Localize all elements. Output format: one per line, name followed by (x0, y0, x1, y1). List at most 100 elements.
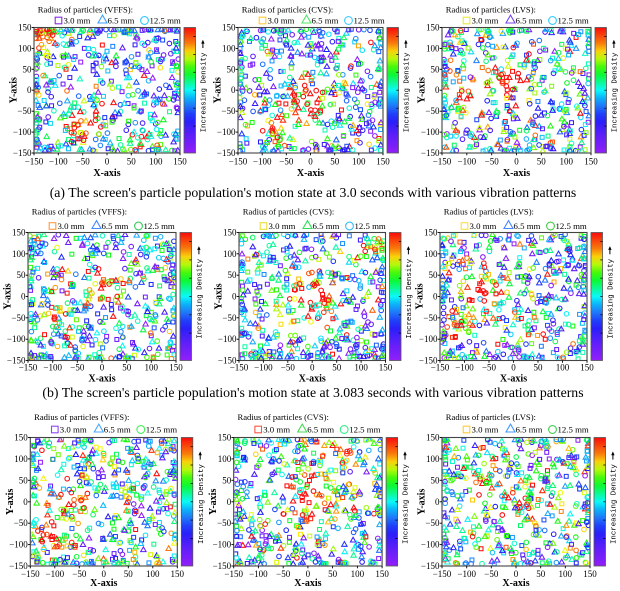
svg-text:50: 50 (17, 270, 27, 280)
svg-text:150: 150 (12, 228, 26, 238)
svg-text:−150: −150 (433, 569, 452, 579)
svg-text:100: 100 (424, 249, 438, 259)
svg-text:50: 50 (19, 475, 29, 485)
svg-text:−100: −100 (254, 363, 273, 373)
svg-text:−150: −150 (421, 148, 440, 158)
svg-text:6.5 mm: 6.5 mm (102, 221, 129, 231)
svg-text:−50: −50 (485, 157, 500, 167)
svg-text:X-axis: X-axis (502, 578, 529, 589)
svg-text:Y-axis: Y-axis (9, 77, 20, 103)
svg-text:50: 50 (124, 569, 134, 579)
svg-text:100: 100 (556, 363, 570, 373)
svg-text:150: 150 (375, 569, 389, 579)
svg-text:0: 0 (435, 85, 440, 95)
svg-text:X-axis: X-axis (90, 578, 117, 589)
svg-text:−100: −100 (43, 363, 62, 373)
svg-text:6.5 mm: 6.5 mm (313, 221, 340, 231)
svg-text:150: 150 (218, 433, 232, 443)
svg-text:Radius of particles (VFFS):: Radius of particles (VFFS): (32, 207, 127, 217)
svg-text:0: 0 (21, 292, 26, 302)
svg-text:150: 150 (171, 569, 185, 579)
svg-text:0: 0 (308, 157, 313, 167)
svg-text:−150: −150 (433, 157, 452, 167)
svg-text:150: 150 (169, 363, 183, 373)
svg-text:−50: −50 (76, 157, 91, 167)
svg-text:0: 0 (231, 85, 236, 95)
svg-text:−50: −50 (279, 157, 294, 167)
svg-text:100: 100 (218, 454, 232, 464)
svg-text:100: 100 (354, 363, 368, 373)
svg-text:3.0 mm: 3.0 mm (269, 221, 296, 231)
svg-text:Y-axis: Y-axis (208, 489, 219, 515)
svg-text:50: 50 (227, 64, 237, 74)
svg-text:−50: −50 (482, 363, 497, 373)
svg-text:−150: −150 (230, 363, 249, 373)
svg-text:12.5 mm: 12.5 mm (146, 425, 177, 435)
svg-text:(b) The screen's particle popu: (b) The screen's particle population's m… (42, 385, 583, 401)
svg-text:0: 0 (514, 157, 519, 167)
svg-text:−150: −150 (213, 561, 232, 571)
svg-text:Y-axis: Y-axis (213, 77, 224, 103)
svg-text:100: 100 (559, 569, 573, 579)
svg-text:150: 150 (14, 433, 28, 443)
svg-text:Increasing Density: Increasing Density (403, 464, 411, 544)
svg-text:Increasing Density: Increasing Density (406, 258, 414, 338)
svg-text:3.0 mm: 3.0 mm (64, 16, 91, 26)
svg-text:100: 100 (12, 249, 26, 259)
svg-text:X-axis: X-axis (299, 374, 326, 385)
svg-text:−100: −100 (13, 127, 32, 137)
svg-text:50: 50 (127, 157, 137, 167)
svg-text:−100: −100 (46, 569, 65, 579)
svg-text:12.5 mm: 12.5 mm (349, 425, 380, 435)
svg-text:0: 0 (23, 497, 28, 507)
svg-text:50: 50 (332, 363, 342, 373)
svg-text:−50: −50 (222, 313, 237, 323)
svg-text:X-axis: X-axis (503, 168, 530, 179)
svg-text:−150: −150 (7, 356, 26, 366)
svg-text:−100: −100 (9, 540, 28, 550)
svg-text:−100: −100 (421, 540, 440, 550)
svg-text:−150: −150 (218, 356, 237, 366)
svg-text:−150: −150 (9, 561, 28, 571)
svg-text:Y-axis: Y-axis (415, 283, 426, 309)
svg-text:(a) The screen's particle popu: (a) The screen's particle population's m… (50, 185, 577, 201)
svg-text:150: 150 (18, 23, 32, 33)
svg-text:−50: −50 (70, 363, 85, 373)
svg-text:0: 0 (514, 569, 519, 579)
svg-text:−150: −150 (224, 569, 243, 579)
svg-text:0: 0 (227, 497, 232, 507)
svg-text:Y-axis: Y-axis (417, 77, 428, 103)
svg-text:12.5 mm: 12.5 mm (558, 425, 589, 435)
svg-text:−100: −100 (419, 334, 438, 344)
svg-text:Radius of particles (CVS):: Radius of particles (CVS): (243, 207, 334, 217)
svg-text:Radius of particles (LVS):: Radius of particles (LVS): (446, 5, 536, 15)
svg-text:100: 100 (146, 569, 160, 579)
svg-text:−50: −50 (14, 518, 29, 528)
svg-text:−150: −150 (13, 148, 32, 158)
svg-text:−100: −100 (421, 127, 440, 137)
svg-text:6.5 mm: 6.5 mm (312, 16, 339, 26)
svg-text:50: 50 (228, 270, 238, 280)
svg-text:3.0 mm: 3.0 mm (58, 221, 85, 231)
svg-text:3.0 mm: 3.0 mm (268, 16, 295, 26)
svg-text:0: 0 (433, 292, 438, 302)
svg-text:Radius of particles (CVS):: Radius of particles (CVS): (238, 412, 329, 422)
svg-text:Radius of particles (VFFS):: Radius of particles (VFFS): (38, 5, 133, 15)
svg-text:Y-axis: Y-axis (214, 283, 225, 309)
svg-text:150: 150 (584, 157, 598, 167)
svg-text:Increasing Density: Increasing Density (198, 464, 206, 544)
svg-text:6.5 mm: 6.5 mm (307, 425, 334, 435)
svg-text:0: 0 (306, 569, 311, 579)
svg-text:6.5 mm: 6.5 mm (514, 221, 541, 231)
svg-text:150: 150 (173, 157, 187, 167)
svg-text:−100: −100 (458, 157, 477, 167)
svg-text:12.5 mm: 12.5 mm (556, 221, 587, 231)
svg-text:50: 50 (429, 270, 439, 280)
svg-text:−50: −50 (276, 569, 291, 579)
svg-text:−50: −50 (11, 313, 26, 323)
svg-text:−50: −50 (423, 313, 438, 323)
svg-text:X-axis: X-axis (500, 374, 527, 385)
svg-text:−50: −50 (425, 518, 440, 528)
svg-text:3.0 mm: 3.0 mm (472, 16, 499, 26)
svg-text:−50: −50 (221, 106, 236, 116)
